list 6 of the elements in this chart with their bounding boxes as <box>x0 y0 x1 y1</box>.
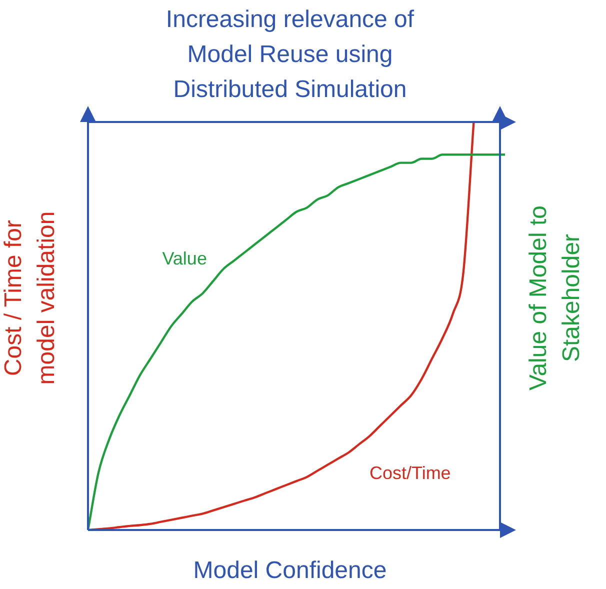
y2-axis-title: Value of Model to Stakeholder <box>524 204 586 393</box>
series-label: Cost/Time <box>369 463 451 484</box>
chart-title: Increasing relevance of Model Reuse using Distributed Simulation <box>164 5 416 105</box>
x-axis-title: Model Confidence <box>192 556 388 586</box>
series-label: Value <box>162 248 207 268</box>
y-axis-title: Cost / Time for model validation <box>0 210 61 387</box>
